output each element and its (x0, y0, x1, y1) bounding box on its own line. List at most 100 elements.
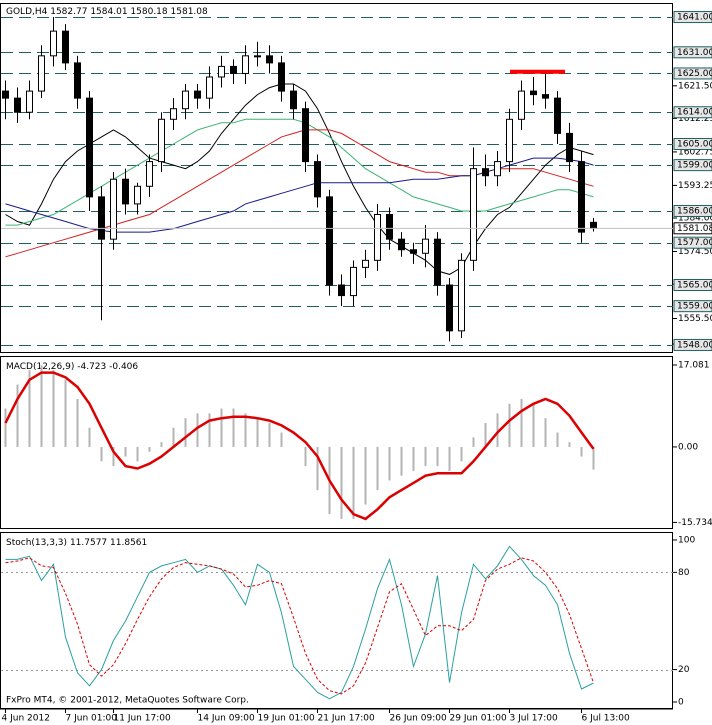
candle-body (350, 266, 357, 297)
y-tick-label: 1602.75 (678, 147, 712, 157)
x-tick-label: 26 Jun 09:00 (390, 714, 447, 724)
x-tick-label: 4 Jun 2012 (2, 714, 50, 724)
candle-body (338, 284, 345, 297)
y-tick-label: -15.734 (678, 518, 712, 528)
level-label-box (673, 338, 712, 351)
candle-body (278, 62, 285, 92)
level-label-box (673, 106, 712, 119)
level-label: 1548.00 (677, 340, 712, 350)
macd-panel-frame (0, 356, 673, 529)
candle-body (518, 90, 525, 120)
candle-body (146, 161, 153, 187)
moving-average (5, 83, 594, 275)
candle-body (470, 168, 477, 261)
x-tick-label: 29 Jun 01:00 (450, 714, 507, 724)
macd-signal-line (4, 371, 595, 521)
candle-body (326, 196, 333, 286)
y-tick-label: 0.00 (678, 442, 698, 452)
y-tick-label: 100 (678, 535, 695, 545)
candle-body (482, 168, 489, 177)
y-tick-label: 1593.25 (678, 181, 712, 191)
y-tick-label: 1621.50 (678, 81, 712, 91)
y-tick-label: 20 (678, 665, 690, 675)
level-label: 1599.00 (677, 161, 712, 171)
candle-body (362, 259, 369, 268)
candle-body (566, 132, 573, 163)
level-label: 1586.00 (677, 206, 712, 216)
candle-body (134, 185, 141, 205)
level-label: 1641.00 (677, 13, 712, 23)
stoch-title: Stoch(13,3,3) (6, 538, 67, 548)
candle-body (530, 90, 537, 96)
candle-body (422, 238, 429, 254)
candle-body (14, 97, 21, 113)
last-high: 1584.01 (90, 7, 127, 17)
level-label-box (673, 204, 712, 217)
last-open: 1582.77 (50, 7, 87, 17)
x-tick-label: 11 Jun 17:00 (114, 714, 171, 724)
candle-body (410, 249, 417, 254)
candle-body (182, 90, 189, 110)
y-tick-label: 17.081 (678, 361, 710, 371)
candle-body (98, 196, 105, 240)
macd-header: MACD(12,26,9) -4.723 -0.406 (6, 362, 138, 372)
level-label-box (673, 159, 712, 172)
stoch-signal-line (5, 557, 594, 695)
candle-body (50, 30, 57, 57)
candle-body (62, 30, 69, 64)
symbol: GOLD,H4 (6, 7, 48, 17)
candle-body (494, 161, 501, 177)
moving-average (5, 118, 594, 226)
x-tick-label: 6 Jul 13:00 (582, 714, 631, 724)
candle-body (206, 76, 213, 99)
level-label: 1614.00 (677, 108, 712, 118)
x-tick-label: 7 Jun 01:00 (66, 714, 118, 724)
x-tick-label: 14 Jun 09:00 (198, 714, 255, 724)
candle-body (170, 108, 177, 120)
level-label-box (673, 67, 712, 80)
x-tick-label: 21 Jun 17:00 (318, 714, 375, 724)
level-label: 1565.00 (677, 281, 712, 291)
candle-body (2, 90, 9, 99)
y-tick-label: 1555.50 (678, 314, 712, 324)
y-tick-label: 1584.00 (678, 214, 712, 224)
main-header: GOLD,H4 1582.77 1584.01 1580.18 1581.08 (6, 7, 208, 17)
candle-body (86, 97, 93, 198)
candle-body (254, 55, 261, 58)
candle-body (386, 213, 393, 240)
level-label-box (673, 279, 712, 292)
stoch-main-last: 11.7577 (70, 538, 107, 548)
candle-body (122, 178, 129, 205)
level-label-box (673, 137, 712, 150)
main-panel-frame (0, 3, 673, 353)
level-label-box (673, 11, 712, 24)
y-tick-label: 0 (678, 698, 684, 708)
candle-body (398, 238, 405, 251)
level-label-box (673, 236, 712, 249)
candle-body (110, 178, 117, 240)
candle-body (266, 55, 273, 64)
macd-last: -4.723 (77, 362, 106, 372)
level-label: 1577.00 (677, 238, 712, 248)
y-tick-label: 1574.50 (678, 247, 712, 257)
candle-body (374, 213, 381, 261)
candle-body (542, 94, 549, 99)
candle-body (158, 118, 165, 163)
candle-body (506, 118, 513, 163)
level-label: 1631.00 (677, 48, 712, 58)
price-label: 1581.08 (677, 224, 712, 234)
price-label-box (673, 222, 712, 235)
candle-body (38, 55, 45, 92)
candle-body (242, 55, 249, 74)
candle-body (74, 62, 81, 99)
candle-body (578, 161, 585, 233)
y-tick-label: 1612.25 (678, 114, 712, 124)
stoch-signal-last: 11.8561 (110, 538, 147, 548)
candle-body (218, 65, 225, 78)
candle-body (446, 284, 453, 332)
candle-body (290, 90, 297, 110)
x-tick-label: 3 Jul 17:00 (510, 714, 559, 724)
candle-body (554, 97, 561, 134)
